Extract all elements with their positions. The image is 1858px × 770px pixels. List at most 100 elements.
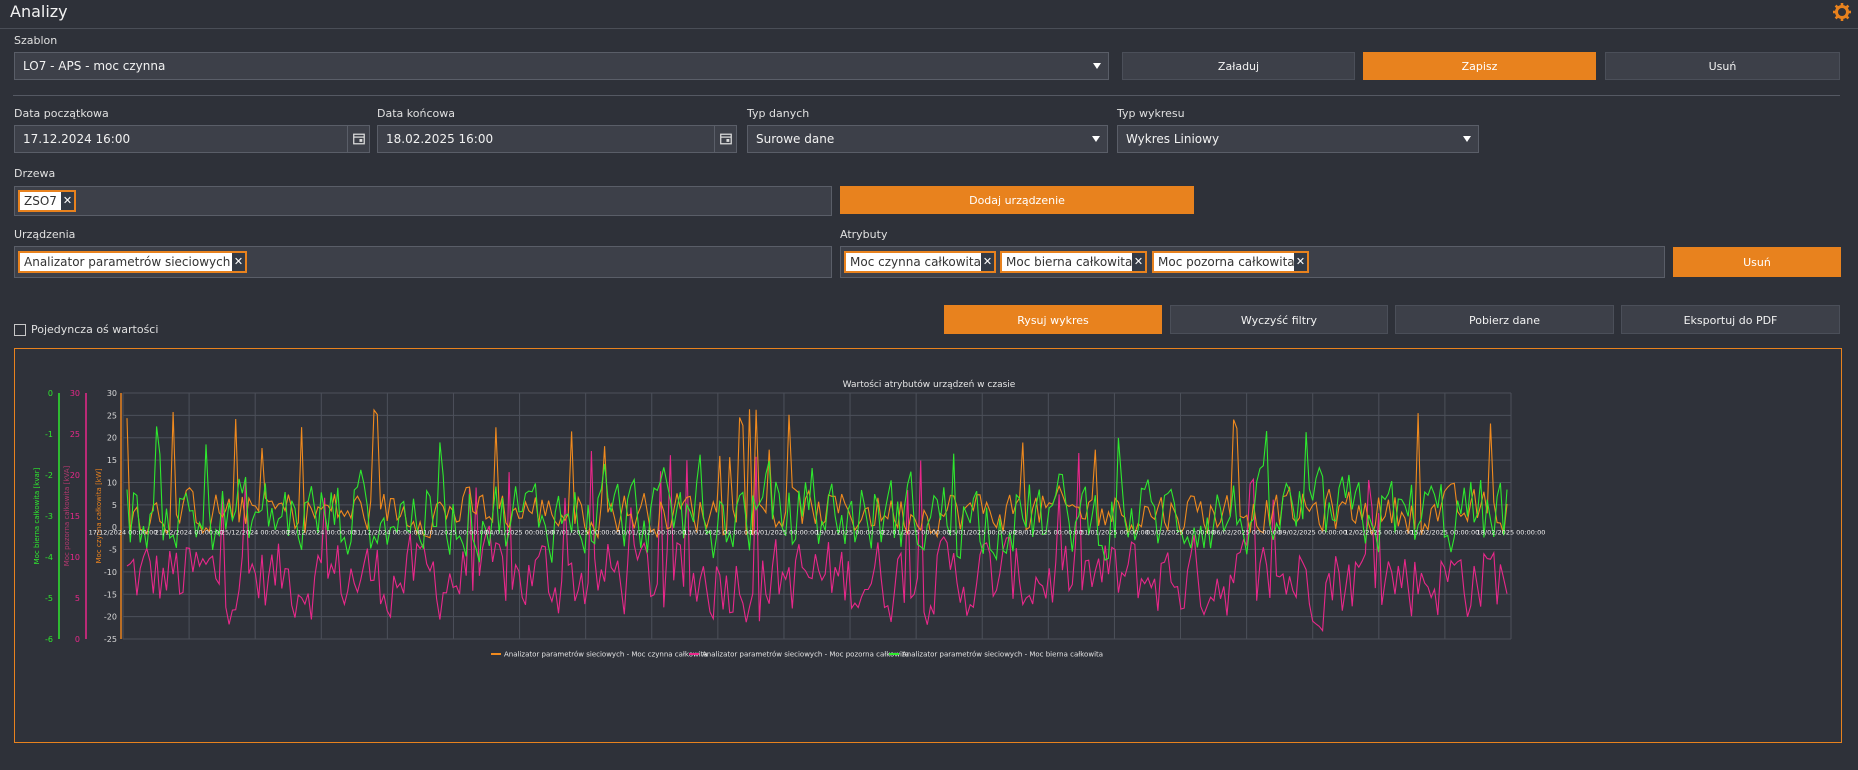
y-tick-label: 10 (107, 478, 117, 487)
chart-type-label: Typ wykresu (1117, 107, 1185, 120)
chart-type-select[interactable]: Wykres Liniowy (1117, 125, 1479, 153)
end-date-value: 18.02.2025 16:00 (386, 132, 494, 146)
single-axis-checkbox[interactable] (14, 324, 26, 336)
attribute-chip-label: Moc pozorna całkowita (1158, 255, 1295, 269)
chart-type-value: Wykres Liniowy (1126, 132, 1220, 146)
series-line (126, 450, 1508, 633)
calendar-icon[interactable] (714, 126, 736, 152)
close-icon[interactable]: ✕ (1294, 253, 1307, 271)
legend-item: Analizator parametrów sieciowych - Moc b… (902, 651, 1103, 659)
y-tick-label: -25 (104, 635, 117, 644)
line-chart: Wartości atrybutów urządzeń w czasie 30 2… (33, 379, 1546, 659)
y-tick-label: -3 (45, 512, 53, 521)
save-template-button[interactable]: Zapisz (1363, 52, 1596, 80)
devices-input[interactable]: Analizator parametrów sieciowych ✕ (14, 246, 832, 278)
y-axis-label: Moc pozorna całkowita [kVA] (63, 465, 71, 566)
attribute-chip: Moc pozorna całkowita ✕ (1152, 251, 1309, 273)
template-select[interactable]: LO7 - APS - moc czynna (14, 52, 1109, 80)
app-header: Analizy (0, 0, 1858, 29)
delete-template-button[interactable]: Usuń (1605, 52, 1840, 80)
y-tick-label: 20 (70, 471, 80, 480)
attributes-input[interactable]: Moc czynna całkowita ✕ Moc bierna całkow… (840, 246, 1665, 278)
clear-filters-button[interactable]: Wyczyść filtry (1170, 305, 1388, 334)
close-icon[interactable]: ✕ (61, 192, 74, 210)
y-tick-label: -4 (45, 553, 53, 562)
x-tick-label: 01/01/2025 00:00:00 (419, 528, 488, 536)
start-date-label: Data początkowa (14, 107, 109, 120)
attribute-chip: Moc bierna całkowita ✕ (1000, 251, 1147, 273)
chevron-down-icon (1463, 136, 1471, 142)
y-tick-label: -15 (104, 590, 117, 599)
delete-attributes-button[interactable]: Usuń (1673, 247, 1841, 277)
x-tick-label: 03/02/2025 00:00:00 (1146, 528, 1215, 536)
calendar-icon[interactable] (347, 126, 369, 152)
chart-axes: 30 25 20 15 10 5 0 -5 -10 -15 -20 -25 30 25 20 15 10 5 0 0 -… (33, 389, 122, 644)
y-tick-label: 0 (48, 389, 53, 398)
chart-panel: Wartości atrybutów urządzeń w czasie 30 2… (14, 348, 1842, 743)
x-tick-label: 10/01/2025 00:00:00 (617, 528, 686, 536)
y-tick-label: -5 (45, 594, 53, 603)
x-tick-label: 21/12/2024 00:00:00 (155, 528, 224, 536)
y-tick-label: -1 (45, 430, 53, 439)
x-tick-label: 31/01/2025 00:00:00 (1080, 528, 1149, 536)
tree-chip-label: ZSO7 (24, 194, 57, 208)
device-chip-label: Analizator parametrów sieciowych (24, 255, 231, 269)
x-tick-label: 28/01/2025 00:00:00 (1014, 528, 1083, 536)
x-tick-label: 31/12/2024 00:00:00 (353, 528, 422, 536)
add-device-button[interactable]: Dodaj urządzenie (840, 186, 1194, 214)
trees-input[interactable]: ZSO7 ✕ (14, 186, 832, 216)
close-icon[interactable]: ✕ (232, 253, 245, 271)
data-type-label: Typ danych (747, 107, 810, 120)
y-tick-label: 0 (75, 635, 80, 644)
load-template-button[interactable]: Załaduj (1122, 52, 1355, 80)
y-tick-label: -2 (45, 471, 53, 480)
y-tick-label: 15 (70, 512, 80, 521)
chart-title: Wartości atrybutów urządzeń w czasie (843, 379, 1016, 390)
x-tick-label: 07/01/2025 00:00:00 (551, 528, 620, 536)
start-date-value: 17.12.2024 16:00 (23, 132, 131, 146)
x-tick-label: 09/02/2025 00:00:00 (1278, 528, 1347, 536)
y-tick-label: 15 (107, 456, 117, 465)
chart-series (126, 408, 1508, 633)
y-axis-label: Moc czynna całkowita [kW] (95, 468, 103, 563)
divider (13, 95, 1840, 96)
trees-label: Drzewa (14, 167, 56, 180)
x-tick-label: 13/01/2025 00:00:00 (683, 528, 752, 536)
template-label: Szablon (14, 34, 58, 47)
chevron-down-icon (1092, 136, 1100, 142)
start-date-field[interactable]: 17.12.2024 16:00 (14, 125, 370, 153)
y-tick-label: 5 (75, 594, 80, 603)
close-icon[interactable]: ✕ (1132, 253, 1145, 271)
end-date-field[interactable]: 18.02.2025 16:00 (377, 125, 737, 153)
x-tick-label: 17/12/2024 00:00:00 (89, 528, 158, 536)
x-tick-label: 25/12/2024 00:00:00 (221, 528, 290, 536)
template-value: LO7 - APS - moc czynna (23, 59, 166, 73)
page-title: Analizy (10, 2, 68, 21)
single-axis-label: Pojedyncza oś wartości (31, 323, 159, 336)
y-tick-label: 25 (107, 411, 117, 420)
y-tick-label: 10 (70, 553, 80, 562)
data-type-value: Surowe dane (756, 132, 835, 146)
y-tick-label: 0 (112, 523, 117, 532)
x-tick-label: 16/01/2025 00:00:00 (750, 528, 819, 536)
series-line (126, 408, 1508, 540)
y-tick-label: -20 (104, 613, 117, 622)
device-chip: Analizator parametrów sieciowych ✕ (18, 251, 247, 273)
data-type-select[interactable]: Surowe dane (747, 125, 1108, 153)
download-data-button[interactable]: Pobierz dane (1395, 305, 1614, 334)
x-tick-label: 04/01/2025 00:00:00 (485, 528, 554, 536)
y-tick-label: 20 (107, 434, 117, 443)
tree-chip: ZSO7 ✕ (18, 190, 76, 212)
draw-chart-button[interactable]: Rysuj wykres (944, 305, 1162, 334)
export-pdf-button[interactable]: Eksportuj do PDF (1621, 305, 1840, 334)
x-tick-label: 19/01/2025 00:00:00 (816, 528, 885, 536)
series-line (126, 426, 1508, 563)
close-icon[interactable]: ✕ (981, 253, 994, 271)
attribute-chip: Moc czynna całkowita ✕ (844, 251, 996, 273)
legend-item: Analizator parametrów sieciowych - Moc c… (504, 651, 708, 659)
y-axis-label: Moc bierna całkowita [kvar] (33, 467, 41, 564)
gear-icon[interactable] (1832, 2, 1852, 22)
y-tick-label: 30 (70, 389, 80, 398)
x-tick-label: 12/02/2025 00:00:00 (1344, 528, 1413, 536)
